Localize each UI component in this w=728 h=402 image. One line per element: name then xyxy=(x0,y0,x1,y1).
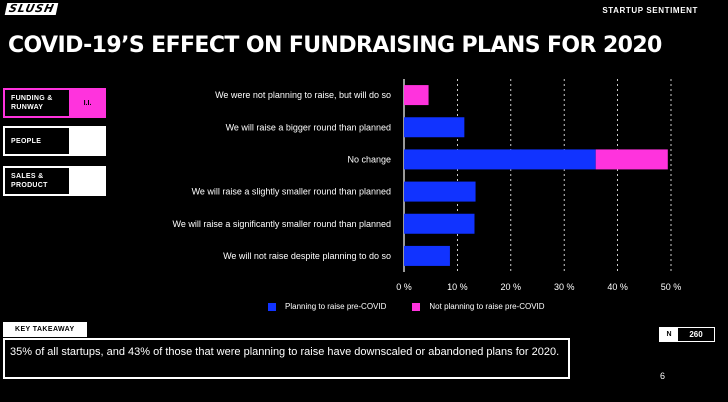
category-label: We will not raise despite planning to do… xyxy=(223,251,391,261)
nav-count: I.I. xyxy=(71,90,104,116)
sample-size-badge: N 260 xyxy=(659,327,715,342)
x-tick-label: 50 % xyxy=(661,282,682,292)
bar-planning xyxy=(404,149,596,170)
chart-legend: Planning to raise pre-COVID Not planning… xyxy=(268,302,571,311)
legend-label: Not planning to raise pre-COVID xyxy=(429,302,545,311)
legend-item-planning: Planning to raise pre-COVID xyxy=(268,302,386,311)
x-tick-label: 40 % xyxy=(607,282,628,292)
nav-count xyxy=(71,128,104,154)
sample-size-label: N xyxy=(660,328,678,341)
page-number: 6 xyxy=(660,371,666,381)
x-tick-label: 10 % xyxy=(447,282,468,292)
nav-people[interactable]: PEOPLE xyxy=(3,126,106,156)
bar-planning xyxy=(404,213,475,234)
x-tick-label: 20 % xyxy=(501,282,522,292)
page-title: COVID-19’S EFFECT ON FUNDRAISING PLANS F… xyxy=(8,33,662,58)
category-label: We were not planning to raise, but will … xyxy=(215,90,391,100)
bar-planning xyxy=(404,245,450,266)
nav-sales-product[interactable]: SALES & PRODUCT xyxy=(3,166,106,196)
bar-planning xyxy=(404,181,476,202)
legend-swatch xyxy=(268,302,276,311)
sample-size-value: 260 xyxy=(689,330,703,339)
legend-label: Planning to raise pre-COVID xyxy=(285,302,387,311)
section-title: STARTUP SENTIMENT xyxy=(602,6,698,15)
nav-label: SALES & PRODUCT xyxy=(5,168,71,194)
x-tick-label: 0 % xyxy=(396,282,412,292)
category-label: We will raise a slightly smaller round t… xyxy=(192,187,391,197)
category-label: We will raise a significantly smaller ro… xyxy=(173,219,391,229)
bar-not-planning xyxy=(595,149,668,170)
nav-label: FUNDING & RUNWAY xyxy=(5,90,71,116)
nav-count xyxy=(71,168,104,194)
nav-funding-runway[interactable]: FUNDING & RUNWAY I.I. xyxy=(3,88,106,118)
bar-planning xyxy=(404,117,465,138)
category-label: No change xyxy=(347,154,391,164)
key-takeaway-tag: KEY TAKEAWAY xyxy=(3,322,87,337)
category-label: We will raise a bigger round than planne… xyxy=(226,122,391,132)
x-tick-label: 30 % xyxy=(554,282,575,292)
bar-not-planning xyxy=(404,85,429,106)
legend-item-not-planning: Not planning to raise pre-COVID xyxy=(412,302,545,311)
key-takeaway-text: 35% of all startups, and 43% of those th… xyxy=(3,338,570,379)
legend-swatch xyxy=(412,302,421,311)
nav-label: PEOPLE xyxy=(5,128,71,154)
